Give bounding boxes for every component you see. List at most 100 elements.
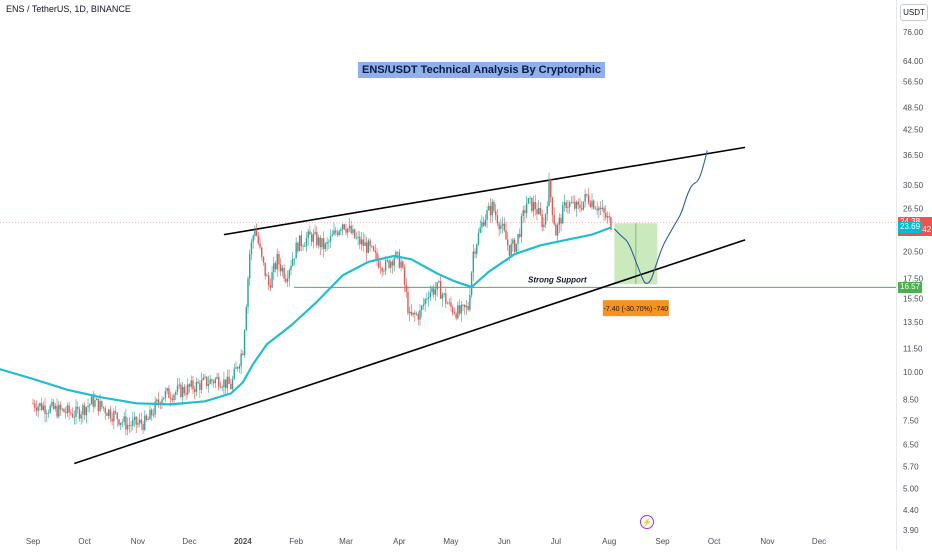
candle-body xyxy=(235,367,237,369)
candle-body xyxy=(329,236,332,242)
candle-body xyxy=(467,305,469,310)
candle-body xyxy=(395,252,397,259)
candle-body xyxy=(343,224,346,230)
candle-body xyxy=(458,305,461,314)
candle-body xyxy=(252,236,254,242)
candle-body xyxy=(224,379,227,389)
candle-body xyxy=(408,311,411,314)
candle-body xyxy=(37,406,39,411)
candle-body xyxy=(551,197,554,215)
candle-body xyxy=(87,405,89,408)
candle-body xyxy=(601,207,604,209)
candle-body xyxy=(204,376,206,378)
candle-body xyxy=(319,237,321,248)
candle-body xyxy=(68,405,70,413)
candle-body xyxy=(350,225,352,234)
candle-body xyxy=(326,242,328,244)
candle-body xyxy=(324,243,327,250)
candle-body xyxy=(200,379,203,390)
candle-body xyxy=(214,378,217,384)
candle-body xyxy=(587,195,590,203)
candle-body xyxy=(369,240,371,246)
candle-body xyxy=(34,403,36,408)
candle-body xyxy=(591,200,593,207)
candle-body xyxy=(231,378,234,389)
candle-body xyxy=(489,205,492,216)
candle-body xyxy=(427,297,430,299)
candle-body xyxy=(503,223,505,231)
candle-body xyxy=(589,202,591,207)
candle-body xyxy=(107,409,110,416)
y-tick-label: 3.90 xyxy=(903,526,919,535)
candle-body xyxy=(281,267,284,272)
candle-body xyxy=(357,236,359,238)
candle-body xyxy=(555,224,557,236)
candle-body xyxy=(469,295,471,310)
candle-body xyxy=(451,306,454,313)
candle-body xyxy=(293,258,296,260)
candle-body xyxy=(249,253,251,279)
candle-body xyxy=(188,384,191,387)
candle-body xyxy=(314,232,316,234)
candle-body xyxy=(508,245,511,256)
candle-body xyxy=(49,405,51,413)
candle-body xyxy=(453,312,456,314)
candle-body xyxy=(484,219,487,226)
candle-body xyxy=(230,384,232,389)
support-label: Strong Support xyxy=(528,275,587,284)
candle-body xyxy=(297,242,299,252)
currency-button[interactable]: USDT xyxy=(900,4,928,21)
y-tick-label: 17.50 xyxy=(903,274,924,283)
candle-body xyxy=(331,234,333,237)
y-axis: 76.00 64.00 56.50 48.50 42.50 36.50 30.50 26.50… xyxy=(903,28,924,535)
candle-body xyxy=(519,233,521,237)
candle-body xyxy=(594,208,597,210)
candle-body xyxy=(302,246,304,247)
candle-body xyxy=(80,414,82,419)
candle-body xyxy=(355,237,358,239)
candle-body xyxy=(512,239,514,244)
candle-body xyxy=(121,421,124,423)
candle-body xyxy=(599,207,602,209)
candle-body xyxy=(190,380,192,387)
candle-body xyxy=(603,207,605,213)
lightning-icon[interactable]: ⚡ xyxy=(640,515,654,529)
candle-body xyxy=(379,267,382,269)
candle-body xyxy=(192,380,194,390)
candle-body xyxy=(605,212,607,218)
candle-body xyxy=(541,214,543,228)
candle-body xyxy=(295,242,297,259)
candle-body xyxy=(441,294,444,299)
y-tick-label: 26.50 xyxy=(903,205,924,214)
candle-body xyxy=(577,201,579,205)
candle-body xyxy=(562,205,564,224)
candle-body xyxy=(312,233,315,242)
candle-body xyxy=(207,383,210,386)
candle-body xyxy=(498,223,500,230)
candle-body xyxy=(202,377,204,380)
candle-body xyxy=(238,366,241,369)
candle-body xyxy=(35,407,38,411)
y-tick-label: 4.40 xyxy=(903,506,919,515)
candle-body xyxy=(309,231,311,235)
candle-body xyxy=(310,234,313,242)
candle-body xyxy=(94,400,96,407)
candle-body xyxy=(548,179,550,207)
candle-body xyxy=(169,397,172,399)
x-tick-label: Sep xyxy=(26,537,41,546)
candle-body xyxy=(32,403,34,405)
measure-label: -7.40 (-30.70%) -740 xyxy=(604,306,669,313)
candle-body xyxy=(317,237,320,246)
candle-body xyxy=(228,376,230,385)
candle-body xyxy=(479,227,481,233)
y-tick-label: 10.00 xyxy=(903,368,924,377)
candle-body xyxy=(371,245,373,247)
candle-body xyxy=(56,405,58,417)
candle-body xyxy=(393,258,395,266)
candle-body xyxy=(482,222,485,226)
candle-body xyxy=(474,251,476,254)
candle-body xyxy=(147,419,149,420)
candle-body xyxy=(44,405,46,414)
